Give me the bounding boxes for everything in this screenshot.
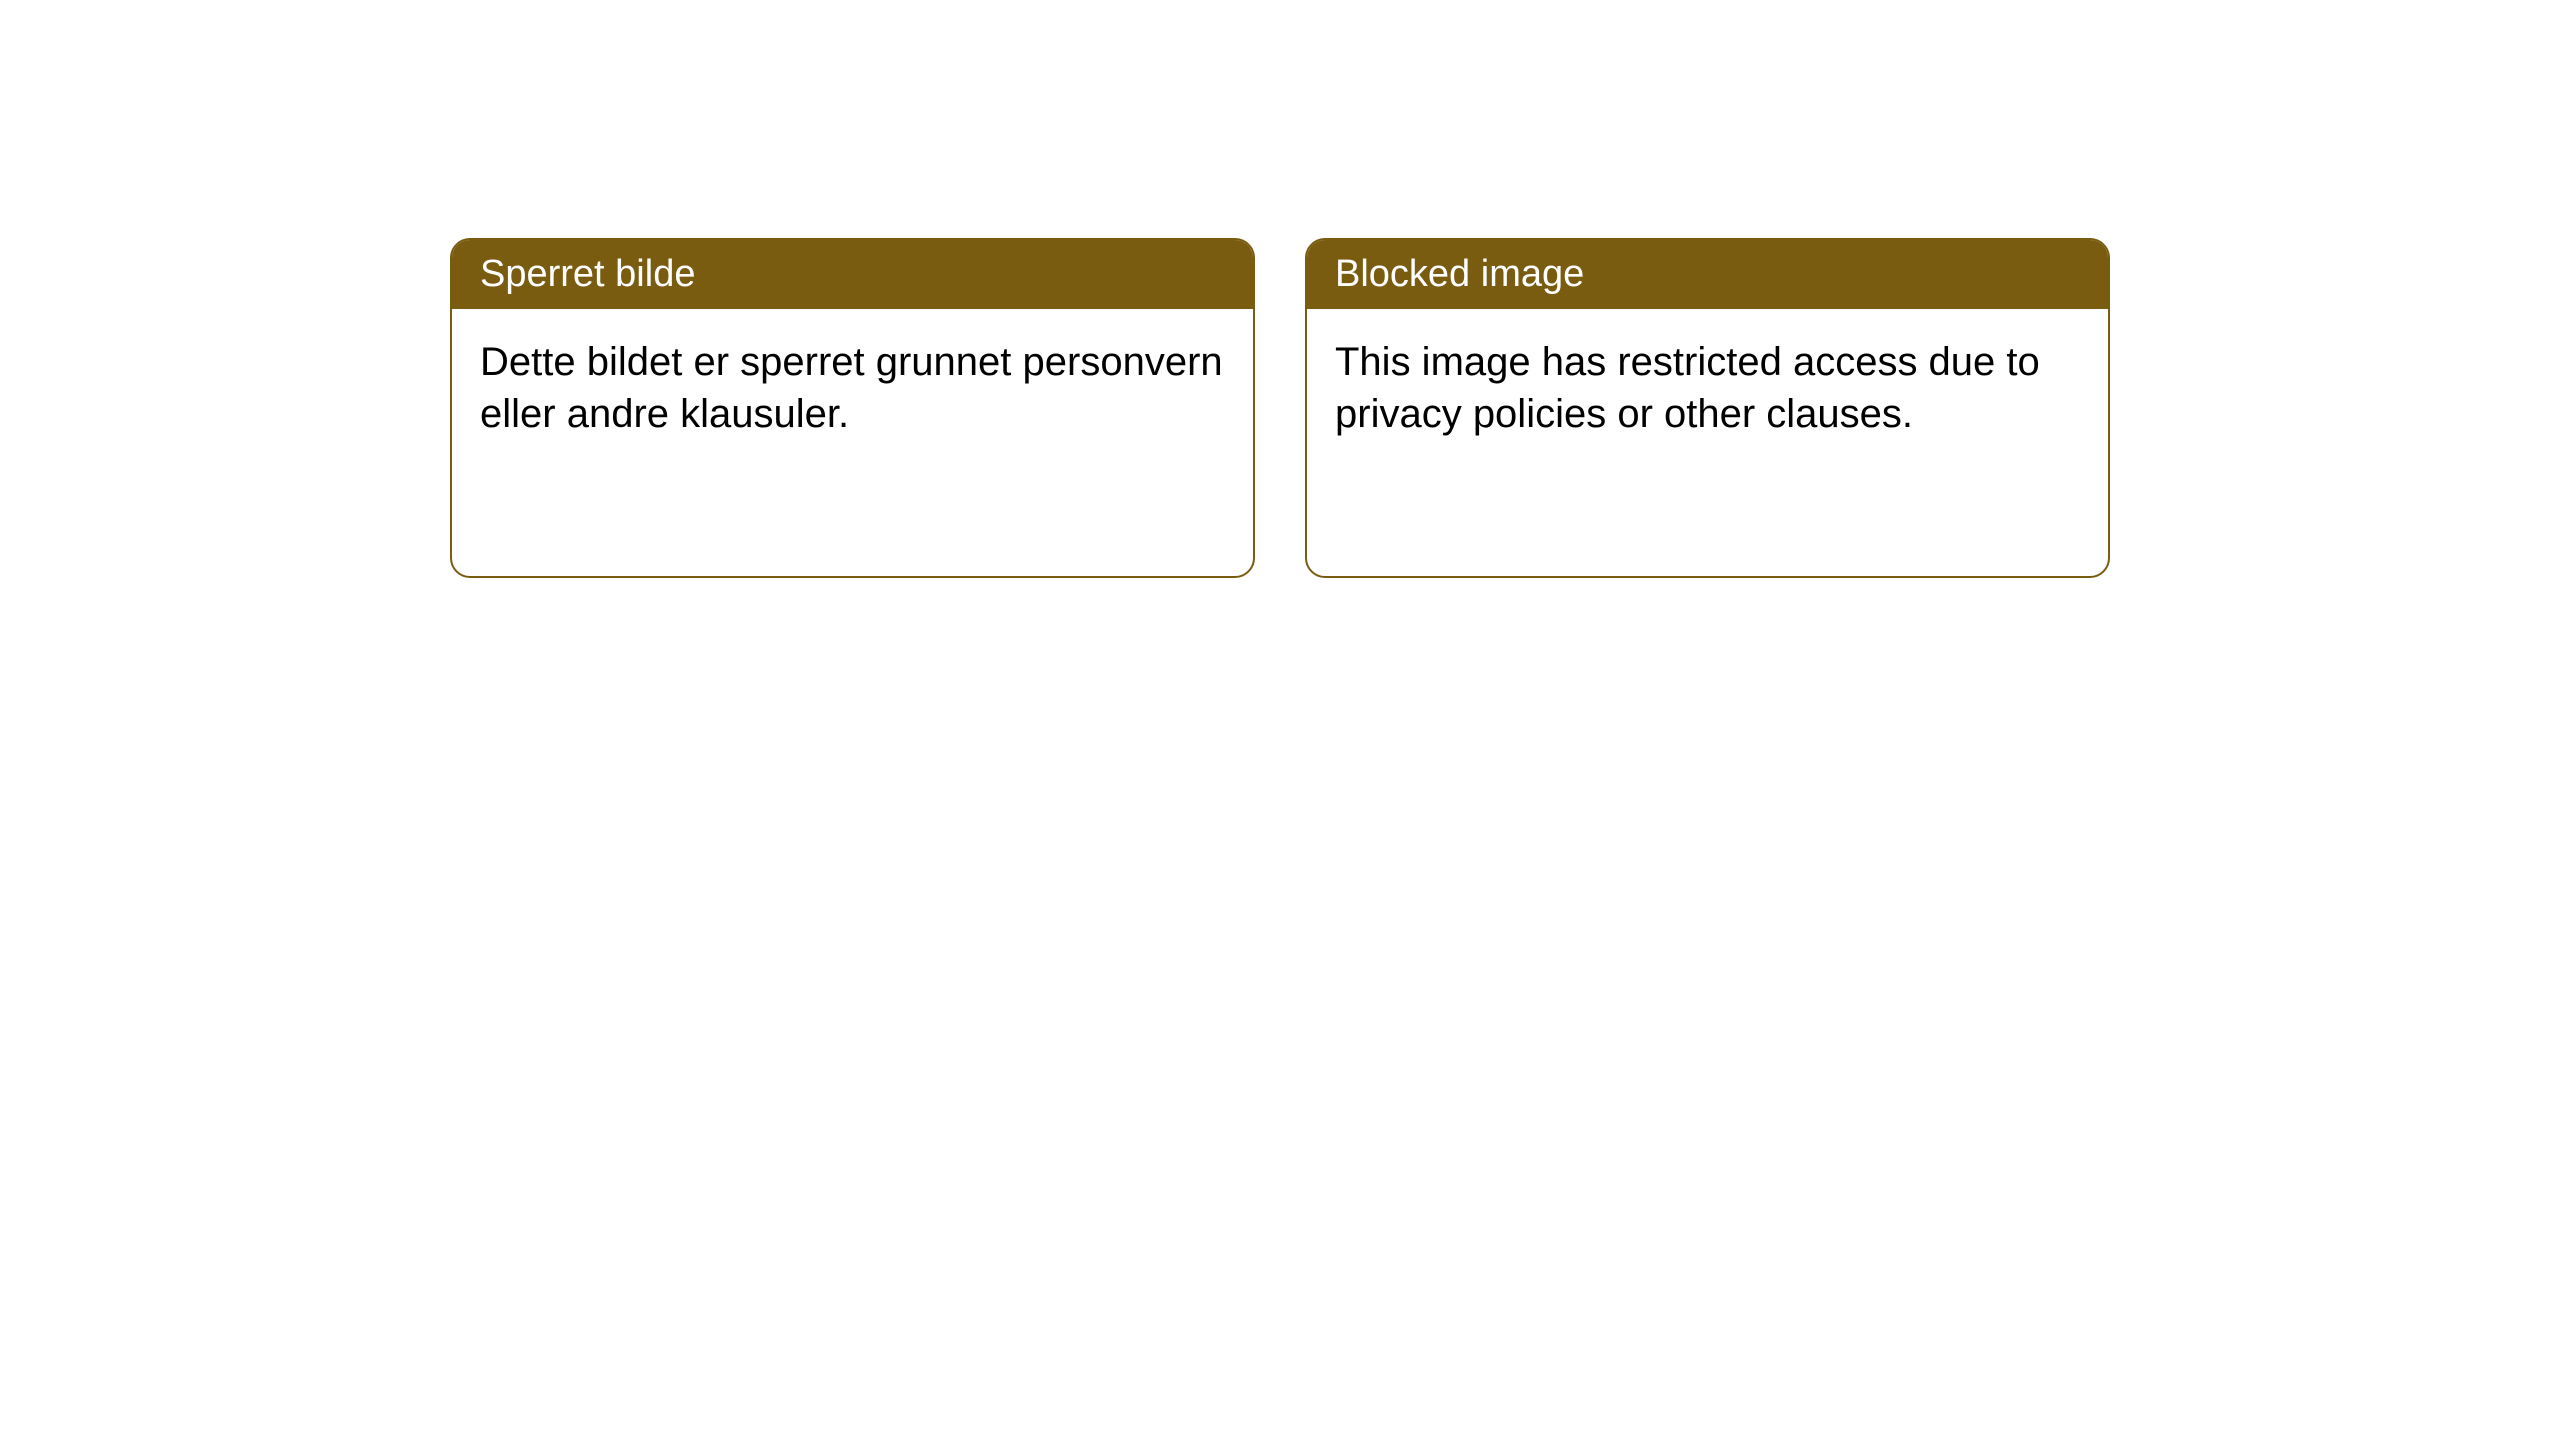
notice-card-no: Sperret bilde Dette bildet er sperret gr… <box>450 238 1255 578</box>
notice-header-no: Sperret bilde <box>452 240 1253 309</box>
notice-body-no: Dette bildet er sperret grunnet personve… <box>452 309 1253 467</box>
notice-header-en: Blocked image <box>1307 240 2108 309</box>
notice-body-en: This image has restricted access due to … <box>1307 309 2108 467</box>
notice-card-en: Blocked image This image has restricted … <box>1305 238 2110 578</box>
notice-container: Sperret bilde Dette bildet er sperret gr… <box>450 238 2110 578</box>
